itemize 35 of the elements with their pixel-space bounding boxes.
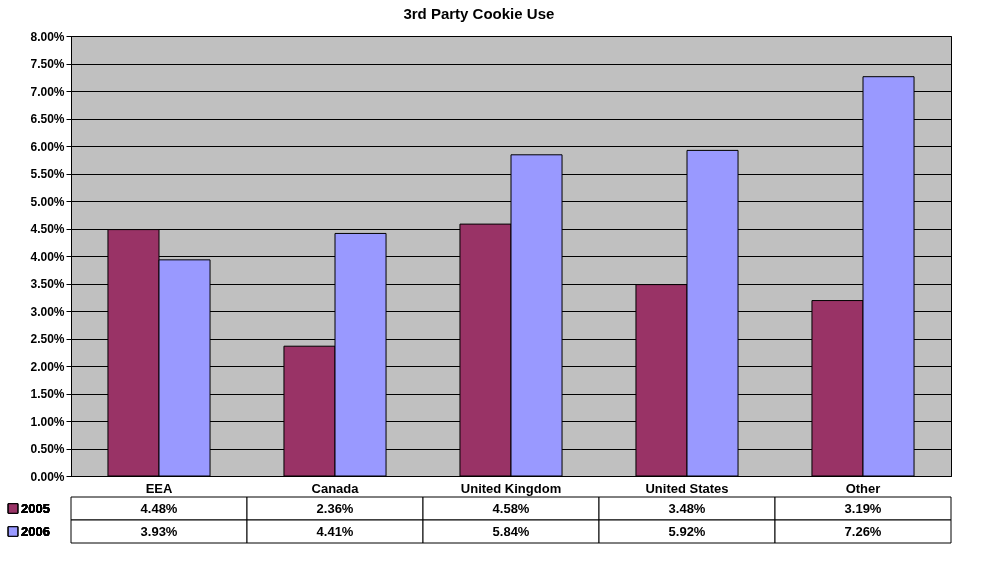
y-tick-label: 4.00% (30, 249, 65, 264)
data-label: 4.48% (140, 500, 178, 516)
x-tick-label: EEA (145, 480, 173, 496)
y-tick-label: 3.00% (30, 304, 65, 319)
legend-label: 2005 (21, 500, 50, 516)
y-tick-label: 0.50% (30, 442, 65, 456)
y-tick-label: 2.00% (30, 359, 65, 374)
legend-label: 2006 (21, 523, 50, 539)
y-tick-label: 1.00% (30, 414, 65, 429)
y-tick-label: 5.50% (30, 167, 65, 181)
chart-title: 3rd Party Cookie Use (403, 4, 555, 22)
data-label: 3.93% (140, 523, 178, 539)
y-tick-label: 4.50% (30, 222, 65, 236)
y-tick-label: 8.00% (30, 29, 65, 44)
data-label: 5.92% (668, 523, 706, 539)
y-tick-label: 7.00% (30, 84, 65, 99)
y-tick-label: 6.50% (30, 112, 65, 126)
x-tick-label: United Kingdom (460, 480, 562, 496)
data-label: 5.84% (492, 523, 530, 539)
data-label: 2.36% (316, 500, 354, 516)
data-label: 3.48% (668, 500, 706, 516)
y-tick-label: 7.50% (30, 57, 65, 71)
y-tick-label: 6.00% (30, 139, 65, 154)
x-tick-label: Canada (311, 480, 360, 496)
y-tick-label: 1.50% (30, 387, 65, 401)
x-tick-label: United States (645, 480, 729, 496)
data-label: 7.26% (844, 523, 882, 539)
data-label: 3.19% (844, 500, 882, 516)
y-tick-label: 0.00% (30, 469, 65, 484)
y-tick-label: 5.00% (30, 194, 65, 209)
y-tick-label: 2.50% (30, 332, 65, 346)
data-label: 4.41% (316, 523, 354, 539)
data-label: 4.58% (492, 500, 530, 516)
x-tick-label: Other (845, 480, 881, 496)
y-tick-label: 3.50% (30, 277, 65, 291)
